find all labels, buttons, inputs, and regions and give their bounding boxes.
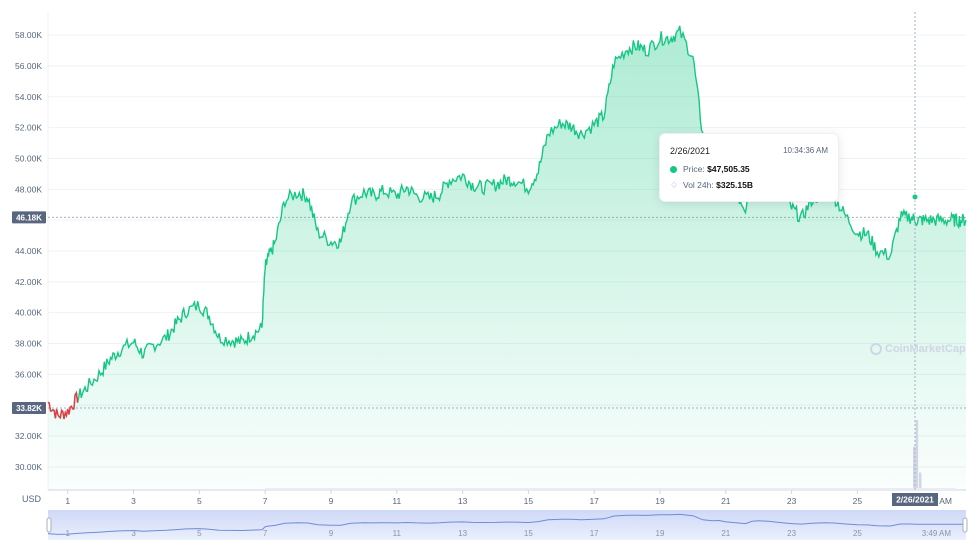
- y-tick-label: 54.00K: [15, 92, 42, 102]
- tooltip-price-row: Price: $47,505.35: [670, 164, 750, 174]
- y-tick-label: 58.00K: [15, 30, 42, 40]
- x-tick-label: 17: [589, 496, 599, 506]
- navigator-tick-label: 3:49 AM: [922, 529, 952, 538]
- volume-diamond-icon: ♢: [670, 180, 679, 190]
- navigator-line: [47, 513, 966, 535]
- x-tick-label: 7: [263, 496, 268, 506]
- y-tick-label: 52.00K: [15, 123, 42, 133]
- navigator-tick-label: 7: [263, 529, 268, 538]
- y-tick-label: 30.00K: [15, 462, 42, 472]
- reference-label: 33.82K: [16, 404, 42, 413]
- x-tick-label: 5: [197, 496, 202, 506]
- y-tick-label: 42.00K: [15, 277, 42, 287]
- navigator-tick-label: 9: [329, 529, 334, 538]
- crosshair-date-label: 2/26/2021: [896, 495, 934, 505]
- reference-label-bg: [12, 401, 46, 414]
- x-tick-label: 11: [392, 496, 401, 506]
- tooltip-vol-label: Vol 24h:: [683, 180, 714, 190]
- navigator-tick-label: 19: [656, 529, 665, 538]
- y-tick-label: 48.00K: [15, 184, 42, 194]
- range-navigator[interactable]: 1 3 5 7 9 11 13 15 17 19 21 23 25 3:49 AM: [46, 510, 968, 540]
- tooltip-volume-row: ♢ Vol 24h: $325.15B: [670, 180, 753, 191]
- tooltip-time: 10:34:36 AM: [783, 146, 828, 155]
- navigator-right-handle[interactable]: [962, 517, 968, 533]
- x-tick-label: 21: [721, 496, 731, 506]
- navigator-window: [48, 510, 966, 540]
- price-area-fill: [48, 25, 966, 491]
- price-tooltip: 2/26/2021 10:34:36 AM Price: $47,505.35 …: [659, 133, 839, 202]
- y-tick-label: 32.00K: [15, 431, 42, 441]
- y-tick-label: 50.00K: [15, 153, 42, 163]
- navigator-tick-label: 5: [197, 529, 202, 538]
- price-area: [48, 25, 966, 491]
- price-dot-icon: [670, 166, 677, 173]
- x-tick-label: 25: [853, 496, 863, 506]
- y-tick-label: 56.00K: [15, 61, 42, 71]
- navigator-tick-label: 11: [393, 529, 402, 538]
- y-tick-label: 38.00K: [15, 339, 42, 349]
- x-tick-label: 23: [787, 496, 797, 506]
- volume-baseline: [265, 488, 957, 490]
- reference-label: 46.18K: [16, 213, 42, 222]
- price-line-down: [47, 390, 79, 420]
- coinmarketcap-watermark: CoinMarketCap: [870, 343, 966, 355]
- watermark-text: CoinMarketCap: [885, 343, 966, 355]
- x-tick-label: 13: [458, 496, 468, 506]
- navigator-tick-label: 3: [131, 529, 136, 538]
- crosshair-date-bg: [892, 493, 938, 506]
- navigator-tick-label: 1: [66, 529, 71, 538]
- x-tick-label: 9: [329, 496, 334, 506]
- navigator-tick-label: 21: [721, 529, 730, 538]
- coinmarketcap-logo-icon: [870, 343, 882, 355]
- x-tick-label: 1: [65, 496, 70, 506]
- x-tick-label: 15: [524, 496, 534, 506]
- volume-bars: [265, 420, 957, 490]
- x-tick-label: 3: [131, 496, 136, 506]
- crosshair: 2/26/2021: [892, 12, 938, 506]
- volume-bar: [918, 472, 922, 490]
- navigator-tick-label: 25: [853, 529, 862, 538]
- crosshair-point: [911, 193, 919, 201]
- tooltip-price-label: Price:: [683, 164, 705, 174]
- currency-label: USD: [22, 494, 42, 504]
- tooltip-price-value: $47,505.35: [707, 164, 750, 174]
- y-tick-label: 44.00K: [15, 246, 42, 256]
- navigator-tick-label: 15: [524, 529, 533, 538]
- navigator-tick-label: 13: [458, 529, 467, 538]
- tooltip-date: 2/26/2021: [670, 146, 711, 156]
- navigator-left-handle[interactable]: [46, 517, 52, 533]
- tooltip-vol-value: $325.15B: [716, 180, 753, 190]
- x-tick-label: 19: [655, 496, 665, 506]
- volume-bar: [915, 420, 919, 490]
- y-tick-label: 40.00K: [15, 308, 42, 318]
- navigator-tick-label: 17: [590, 529, 599, 538]
- reference-label-bg: [12, 211, 46, 224]
- volume-bar: [913, 446, 916, 490]
- navigator-tick-label: 23: [787, 529, 796, 538]
- y-tick-label: 36.00K: [15, 369, 42, 379]
